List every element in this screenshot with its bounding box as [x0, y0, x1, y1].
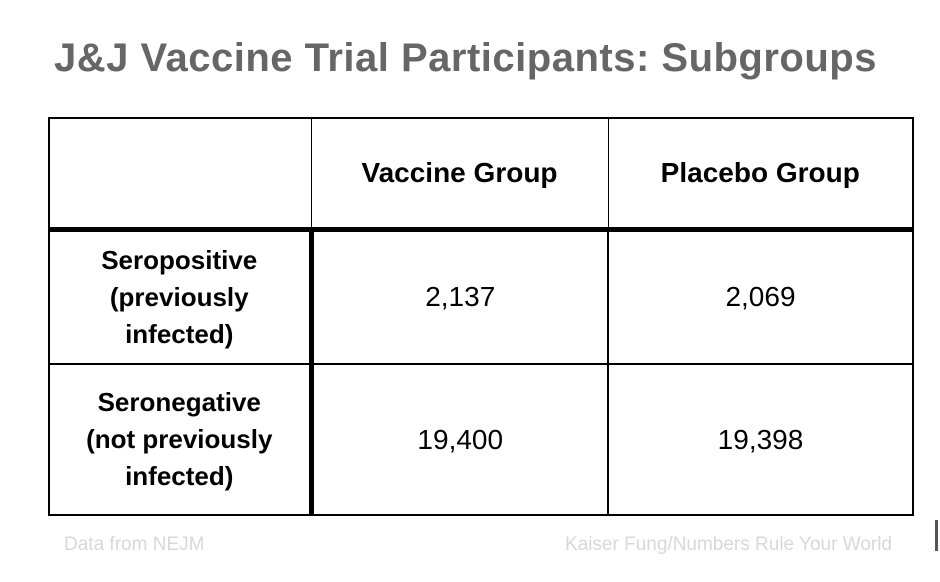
column-header-placebo-group: Placebo Group [607, 118, 913, 232]
corner-header-cell [49, 118, 311, 232]
cell-seronegative-placebo: 19,398 [607, 364, 913, 515]
participants-table: Vaccine Group Placebo Group Seropositive… [48, 117, 914, 516]
source-note: Data from NEJM [64, 534, 205, 555]
page-title: J&J Vaccine Trial Participants: Subgroup… [54, 36, 877, 80]
cell-seronegative-vaccine: 19,400 [311, 364, 608, 515]
row-label-seronegative: Seronegative (not previously infected) [49, 364, 314, 515]
credit-note: Kaiser Fung/Numbers Rule Your World [564, 534, 892, 555]
table-header-row: Vaccine Group Placebo Group [49, 118, 913, 232]
text-cursor [935, 520, 938, 551]
row-label-seropositive: Seropositive (previously infected) [49, 229, 314, 365]
table-row-seronegative: Seronegative (not previously infected) 1… [49, 364, 913, 515]
column-header-vaccine-group: Vaccine Group [310, 118, 608, 232]
table-row-seropositive: Seropositive (previously infected) 2,137… [49, 229, 913, 365]
cell-seropositive-vaccine: 2,137 [311, 229, 608, 365]
cell-seropositive-placebo: 2,069 [607, 229, 913, 365]
